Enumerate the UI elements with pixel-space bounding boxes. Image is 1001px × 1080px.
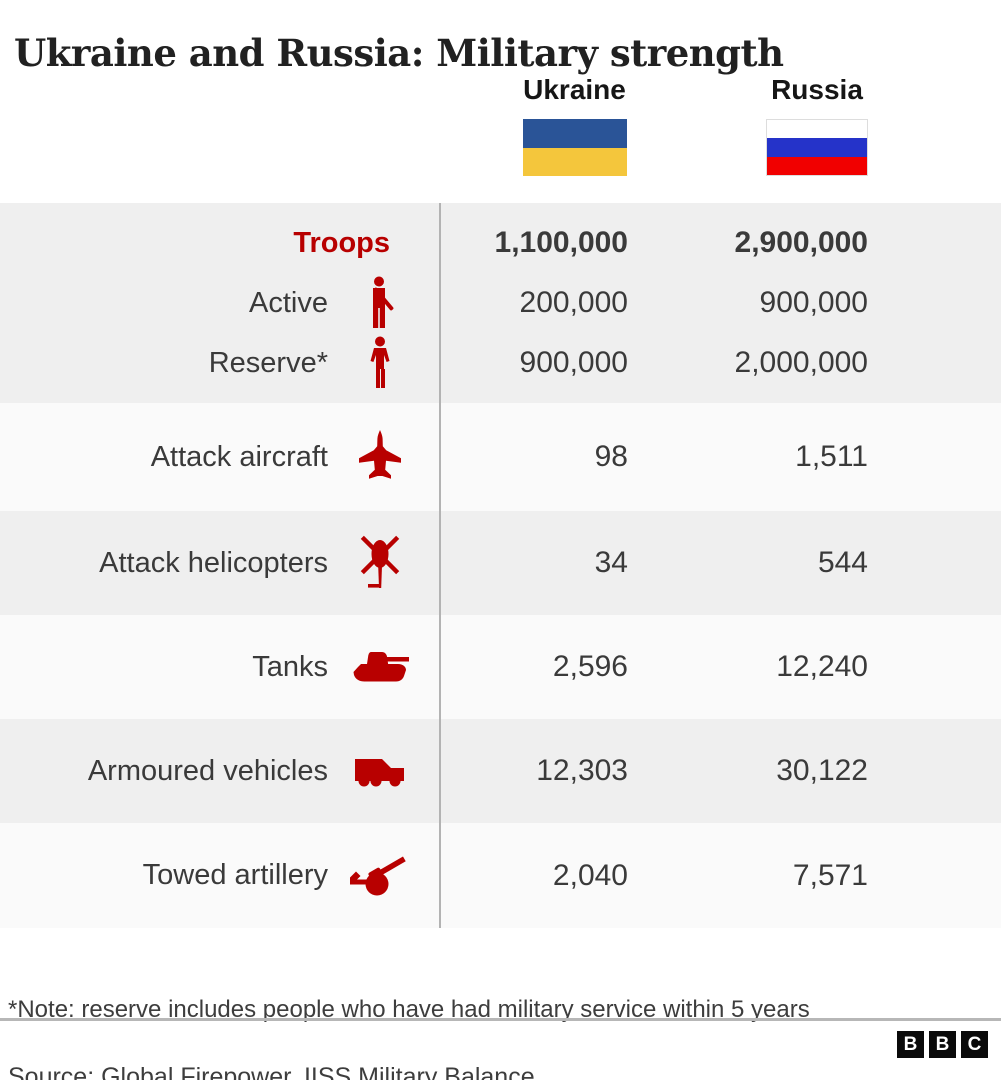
ukraine-value: 2,596 [552,650,628,683]
ukraine-value: 200,000 [519,286,628,319]
bbc-logo-letter: B [897,1031,924,1058]
person-icon [332,336,428,390]
row-label: Towed artillery [142,859,328,891]
source-text: Source: Global Firepower, IISS Military … [8,1063,535,1080]
table-row-attack-helicopters: Attack helicopters 34 544 [0,511,1001,615]
ukraine-value: 12,303 [536,754,628,787]
row-label: Reserve* [208,346,328,379]
ukraine-value: 1,100,000 [494,226,628,259]
ukraine-value: 900,000 [519,346,628,379]
russia-label: Russia [771,74,863,105]
band-towed-artillery: Towed artillery 2,040 7,571 [0,823,1001,928]
russia-value: 900,000 [759,286,868,319]
row-label: Armoured vehicles [87,754,328,787]
column-header-ukraine: Ukraine [492,76,657,176]
russia-value: 1,511 [795,440,868,473]
ukraine-value: 2,040 [552,858,628,892]
russia-value: 30,122 [776,754,868,787]
row-label: Active [249,286,328,319]
russia-value: 2,000,000 [734,346,868,379]
comparison-table: Troops 1,100,000 2,900,000 Active 200,00… [0,203,1001,928]
band-tanks: Tanks 2,596 12,240 [0,615,1001,719]
row-label: Troops [293,226,390,259]
table-row-towed-artillery: Towed artillery 2,040 7,571 [0,823,1001,928]
towed-artillery-icon [332,853,428,898]
band-attack-helicopters: Attack helicopters 34 544 [0,511,1001,615]
russia-value: 12,240 [776,650,868,683]
table-row-tanks: Tanks 2,596 12,240 [0,615,1001,719]
bbc-logo: B B C [897,1031,988,1058]
row-label: Attack helicopters [99,546,328,579]
bbc-logo-letter: C [961,1031,988,1058]
ukraine-flag-icon [522,119,627,176]
fighter-jet-icon [332,430,428,484]
soldier-rifle-icon [332,276,428,330]
table-row-attack-aircraft: Attack aircraft 98 1,511 [0,403,1001,511]
row-label: Attack aircraft [150,440,328,473]
russia-flag-icon [766,119,868,176]
column-divider [439,203,441,928]
armoured-truck-icon [332,755,428,788]
page-title: Ukraine and Russia: Military strength [14,30,784,75]
footer-divider [0,1018,1001,1021]
tank-icon [332,651,428,684]
table-row-reserve: Reserve* 900,000 2,000,000 [0,333,1001,393]
row-label: Tanks [252,650,328,683]
column-header-russia: Russia [737,76,897,176]
band-armoured-vehicles: Armoured vehicles 12,303 30,122 [0,719,1001,823]
ukraine-value: 98 [594,440,628,473]
table-row-active: Active 200,000 900,000 [0,273,1001,333]
russia-value: 544 [817,546,868,579]
russia-value: 7,571 [792,858,868,892]
table-row-troops: Troops 1,100,000 2,900,000 [0,213,1001,273]
helicopter-icon [332,533,428,593]
band-attack-aircraft: Attack aircraft 98 1,511 [0,403,1001,511]
ukraine-label: Ukraine [523,74,626,105]
ukraine-value: 34 [594,546,628,579]
russia-value: 2,900,000 [734,226,868,259]
band-troops: Troops 1,100,000 2,900,000 Active 200,00… [0,203,1001,403]
bbc-logo-letter: B [929,1031,956,1058]
table-row-armoured-vehicles: Armoured vehicles 12,303 30,122 [0,719,1001,823]
